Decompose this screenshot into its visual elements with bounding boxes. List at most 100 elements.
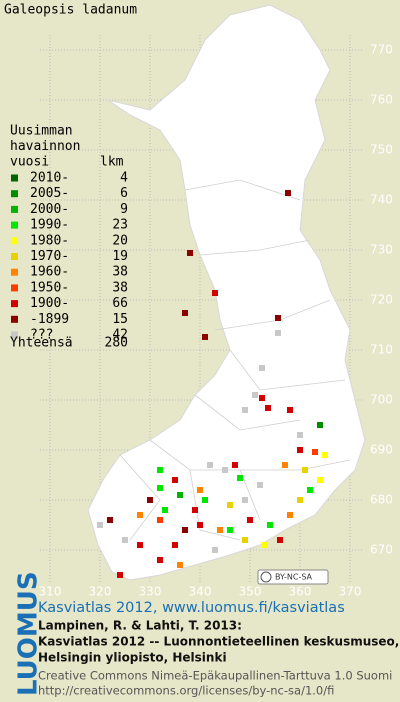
record-square [257, 482, 263, 488]
record-square [147, 497, 153, 503]
cc-icon [260, 571, 272, 583]
legend-label: 1950- [30, 280, 69, 295]
record-square [307, 487, 313, 493]
record-square [242, 407, 248, 413]
x-tick-label: 370 [339, 585, 362, 599]
legend-label: 2000- [30, 202, 69, 217]
legend-count: 4 [120, 171, 128, 186]
legend-label: -1899 [30, 312, 69, 327]
y-tick-label: 760 [370, 93, 393, 107]
record-square [285, 190, 291, 196]
legend-count: 9 [120, 202, 128, 217]
footer-link: Kasviatlas 2012, www.luomus.fi/kasviatla… [38, 600, 345, 616]
record-square [227, 527, 233, 533]
legend-swatch [11, 253, 18, 260]
x-tick-label: 340 [189, 585, 212, 599]
record-square [162, 507, 168, 513]
legend-swatch [11, 190, 18, 198]
legend-swatch [11, 268, 18, 276]
record-square [157, 517, 163, 523]
legend-count: 6 [120, 186, 128, 201]
record-square [297, 432, 303, 438]
record-square [177, 492, 183, 498]
record-square [297, 447, 303, 453]
record-square [137, 512, 143, 518]
x-tick-label: 310 [39, 585, 62, 599]
y-tick-label: 770 [370, 43, 393, 57]
legend-swatch [11, 221, 18, 229]
y-tick-label: 690 [370, 443, 393, 457]
record-square [97, 522, 103, 528]
record-square [197, 522, 203, 528]
legend-label: 2005- [30, 186, 69, 201]
x-tick-label: 330 [139, 585, 162, 599]
record-square [262, 542, 268, 548]
record-square [287, 407, 293, 413]
y-tick-label: 750 [370, 143, 393, 157]
record-square [265, 405, 271, 411]
license-line: http://creativecommons.org/licenses/by-n… [38, 684, 334, 698]
legend-heading: havainnon [10, 139, 80, 154]
record-square [182, 310, 188, 316]
legend-heading: Uusimman [10, 124, 73, 139]
y-tick-label: 710 [370, 343, 393, 357]
record-square [122, 537, 128, 543]
record-square [275, 330, 281, 336]
legend-swatch [11, 300, 18, 308]
record-square [137, 542, 143, 548]
x-tick-label: 360 [289, 585, 312, 599]
record-square [282, 462, 288, 468]
logo: LUOMUS [14, 571, 44, 696]
legend-count: 38 [112, 265, 128, 280]
record-square [277, 537, 283, 543]
legend-total: 280 [105, 336, 128, 351]
legend-total-label: Yhteensä [10, 336, 73, 351]
y-tick-label: 740 [370, 193, 393, 207]
record-square [157, 467, 163, 473]
legend-heading: vuosi [10, 155, 49, 170]
legend-swatch [11, 284, 18, 292]
record-square [259, 395, 265, 401]
record-square [297, 497, 303, 503]
record-square [117, 572, 123, 578]
finland-outline [87, 4, 366, 581]
record-square [317, 422, 323, 428]
y-tick-label: 680 [370, 493, 393, 507]
legend-swatch [11, 174, 18, 182]
map-title: Galeopsis ladanum [4, 3, 137, 18]
y-tick-label: 670 [370, 543, 393, 557]
legend-label: 1960- [30, 265, 69, 280]
record-square [302, 467, 308, 473]
legend-swatch [11, 331, 18, 339]
record-square [247, 517, 253, 523]
record-square [212, 547, 218, 553]
legend-count: 42 [112, 328, 128, 343]
record-square [287, 512, 293, 518]
y-tick-label: 720 [370, 293, 393, 307]
citation-line: Helsingin yliopisto, Helsinki [38, 651, 227, 665]
record-square [197, 487, 203, 493]
record-square [312, 449, 318, 455]
legend-label: 1970- [30, 249, 69, 264]
record-square [217, 527, 223, 533]
record-square [275, 315, 281, 321]
legend-count: 23 [112, 218, 128, 233]
record-square [107, 517, 113, 523]
legend-count: 66 [112, 296, 128, 311]
legend-swatch [11, 315, 18, 323]
x-tick-label: 320 [89, 585, 112, 599]
record-square [232, 462, 238, 468]
license-line: Creative Commons Nimeä-Epäkaupallinen-Ta… [38, 669, 392, 683]
y-tick-label: 700 [370, 393, 393, 407]
y-tick-label: 730 [370, 243, 393, 257]
legend-swatch [11, 237, 18, 245]
badge-text: BY-NC-SA [275, 573, 313, 582]
record-square [187, 250, 193, 256]
record-square [192, 507, 198, 513]
record-square [322, 452, 328, 458]
record-square [207, 462, 213, 468]
legend-swatch [11, 205, 18, 213]
record-square [182, 527, 188, 533]
legend-label: 1990- [30, 218, 69, 233]
